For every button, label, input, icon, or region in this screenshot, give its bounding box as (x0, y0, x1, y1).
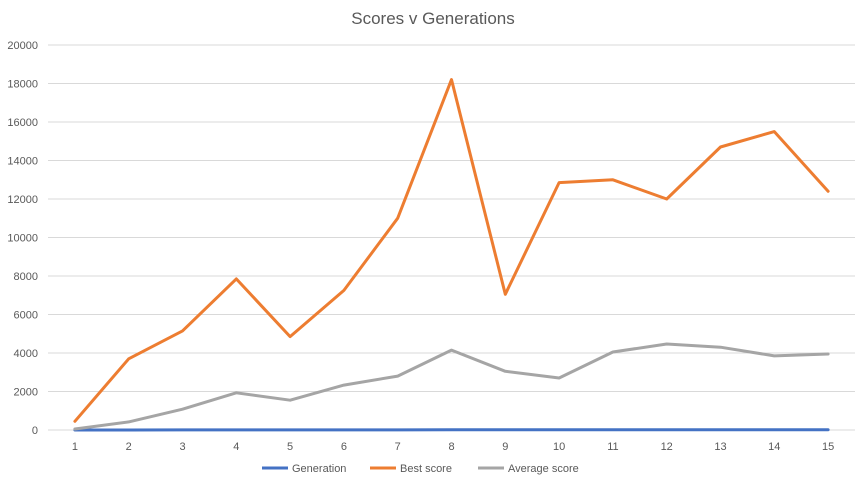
y-tick-label: 12000 (7, 194, 38, 206)
y-tick-label: 6000 (14, 310, 38, 322)
y-axis-ticks: 0 2000 4000 6000 8000 10000 12000 14000 16000 180… (7, 40, 38, 437)
x-tick-label: 8 (448, 441, 454, 453)
x-tick-label: 1 (72, 441, 78, 453)
x-tick-label: 4 (233, 441, 239, 453)
x-tick-label: 11 (607, 441, 618, 453)
x-tick-label: 9 (502, 441, 508, 453)
y-tick-label: 2000 (14, 387, 38, 399)
y-tick-label: 8000 (14, 271, 38, 283)
legend-label-generation: Generation (292, 463, 346, 475)
x-tick-label: 13 (714, 441, 726, 453)
legend: Generation Best score Average score (262, 463, 579, 475)
series-line-best-score (73, 78, 830, 423)
chart-title: Scores v Generations (351, 9, 514, 28)
x-tick-label: 2 (126, 441, 132, 453)
y-tick-label: 18000 (7, 79, 38, 91)
y-tick-label: 10000 (7, 233, 38, 245)
y-tick-label: 14000 (7, 156, 38, 168)
x-tick-label: 14 (768, 441, 780, 453)
x-tick-label: 10 (553, 441, 565, 453)
x-tick-label: 7 (395, 441, 401, 453)
series-lines (73, 78, 830, 432)
series-line-average-score (73, 342, 830, 431)
x-tick-label: 3 (179, 441, 185, 453)
x-tick-label: 12 (661, 441, 673, 453)
y-tick-label: 16000 (7, 117, 38, 129)
legend-label-average-score: Average score (508, 463, 579, 475)
x-axis-ticks: 1 2 3 4 5 6 7 8 9 10 11 12 13 14 15 (72, 441, 834, 453)
y-tick-label: 4000 (14, 348, 38, 360)
y-tick-label: 20000 (7, 40, 38, 52)
gridlines (48, 44, 855, 431)
x-tick-label: 6 (341, 441, 347, 453)
x-tick-label: 15 (822, 441, 834, 453)
x-tick-label: 5 (287, 441, 293, 453)
legend-label-best-score: Best score (400, 463, 452, 475)
y-tick-label: 0 (32, 425, 38, 437)
